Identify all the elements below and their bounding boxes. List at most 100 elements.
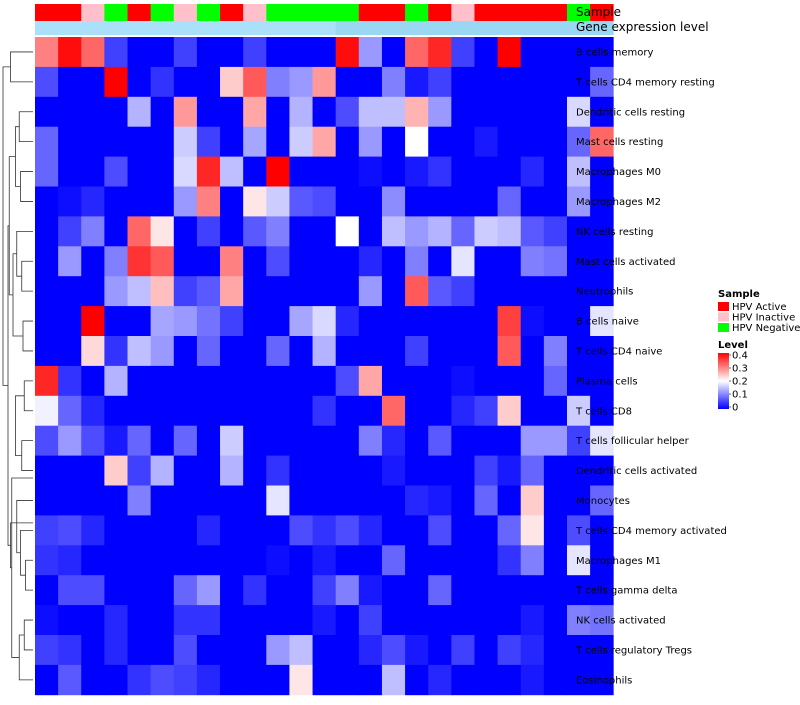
row-label: T cells CD8	[575, 406, 632, 417]
heatmap-cell	[104, 336, 128, 367]
gene-expression-annotation-cell	[428, 21, 452, 35]
heatmap-cell	[335, 395, 360, 427]
row-label: Monocytes	[576, 496, 630, 507]
heatmap-cell	[81, 635, 105, 666]
heatmap-cell	[173, 96, 198, 128]
heatmap-cell	[566, 66, 591, 98]
heatmap-cell	[173, 485, 198, 516]
row-label: Dendritic cells resting	[576, 107, 685, 118]
heatmap-cell	[127, 605, 152, 636]
heatmap-cell	[104, 276, 128, 307]
heatmap-cell	[405, 66, 429, 98]
heatmap-cell	[405, 425, 429, 456]
heatmap-cell	[312, 664, 337, 696]
heatmap-cell	[451, 66, 475, 98]
heatmap-cell	[312, 545, 337, 576]
heatmap-cell	[173, 246, 198, 277]
legend-swatch	[718, 312, 729, 322]
heatmap-cell	[220, 455, 244, 486]
heatmap-cell	[381, 336, 406, 367]
heatmap-cell	[289, 246, 313, 277]
heatmap-cell	[127, 365, 152, 397]
dendrogram-branch	[15, 126, 21, 187]
gene-expression-annotation-cell	[543, 21, 568, 35]
row-label: T cells follicular helper	[575, 436, 690, 447]
heatmap-cell	[289, 156, 313, 187]
heatmap-cell	[474, 605, 498, 636]
heatmap-cell	[289, 216, 313, 247]
heatmap-cell	[58, 246, 82, 277]
heatmap-cell	[289, 575, 313, 606]
heatmap-cell	[127, 635, 152, 666]
heatmap-cell	[266, 37, 290, 68]
heatmap-cell	[196, 635, 221, 666]
heatmap-cell	[289, 455, 313, 486]
heatmap-cell	[104, 37, 128, 68]
sample-annotation-cell	[104, 4, 128, 21]
heatmap-cell	[543, 336, 568, 367]
heatmap-cell	[173, 425, 198, 456]
heatmap-cell	[451, 515, 475, 546]
heatmap-cell	[381, 425, 406, 456]
heatmap-cell	[543, 126, 568, 157]
heatmap-cell	[474, 96, 498, 128]
heatmap-cell	[590, 664, 614, 696]
heatmap-cell	[150, 37, 175, 68]
heatmap-cell	[428, 545, 452, 576]
heatmap-cell	[127, 575, 152, 606]
heatmap-cell	[405, 276, 429, 307]
heatmap-cell	[35, 365, 59, 397]
heatmap-cell	[196, 216, 221, 247]
dendrogram-branch	[25, 559, 33, 591]
heatmap-cell	[289, 545, 313, 576]
heatmap-cell	[590, 186, 614, 217]
heatmap-cell	[81, 664, 105, 696]
heatmap-cell	[335, 605, 360, 636]
heatmap-cell	[81, 365, 105, 397]
heatmap-cell	[590, 96, 614, 128]
heatmap-cell	[289, 126, 313, 157]
heatmap-cell	[543, 365, 568, 397]
gene-expression-annotation-cell	[358, 21, 383, 35]
heatmap-cell	[266, 276, 290, 307]
heatmap-cell	[381, 455, 406, 486]
heatmap-cell	[243, 126, 267, 157]
heatmap-cell	[428, 96, 452, 128]
heatmap-cell	[81, 186, 105, 217]
heatmap-cell	[266, 575, 290, 606]
dendrogram-branch	[16, 500, 33, 554]
heatmap-cell	[289, 365, 313, 397]
heatmap-cell	[81, 246, 105, 277]
heatmap-cell	[566, 156, 591, 187]
heatmap-cell	[335, 96, 360, 128]
heatmap-cell	[590, 635, 614, 666]
legend-swatch	[718, 323, 729, 332]
heatmap-cell	[428, 635, 452, 666]
heatmap-cell	[196, 186, 221, 217]
heatmap-cell	[266, 156, 290, 187]
heatmap-cell	[35, 455, 59, 486]
heatmap-cell	[566, 455, 591, 486]
heatmap-cell	[35, 156, 59, 187]
heatmap-cell	[405, 485, 429, 516]
heatmap-cell	[474, 664, 498, 696]
heatmap-cell	[173, 635, 198, 666]
heatmap-cell	[58, 37, 82, 68]
heatmap-cell	[543, 395, 568, 427]
heatmap-cell	[196, 66, 221, 98]
heatmap-cell	[358, 246, 383, 277]
gene-expression-annotation-cell	[520, 21, 545, 35]
heatmap-cell	[289, 485, 313, 516]
heatmap-cell	[335, 246, 360, 277]
heatmap-cell	[566, 306, 591, 337]
heatmap-cell	[289, 66, 313, 98]
row-label: Mast cells resting	[576, 137, 663, 148]
heatmap-cell	[474, 276, 498, 307]
heatmap-cell	[266, 96, 290, 128]
heatmap-cell	[590, 216, 614, 247]
heatmap-cell	[497, 186, 522, 217]
heatmap-cell	[520, 96, 545, 128]
heatmap-cell	[150, 455, 175, 486]
gene-expression-annotation-cell	[312, 21, 337, 35]
